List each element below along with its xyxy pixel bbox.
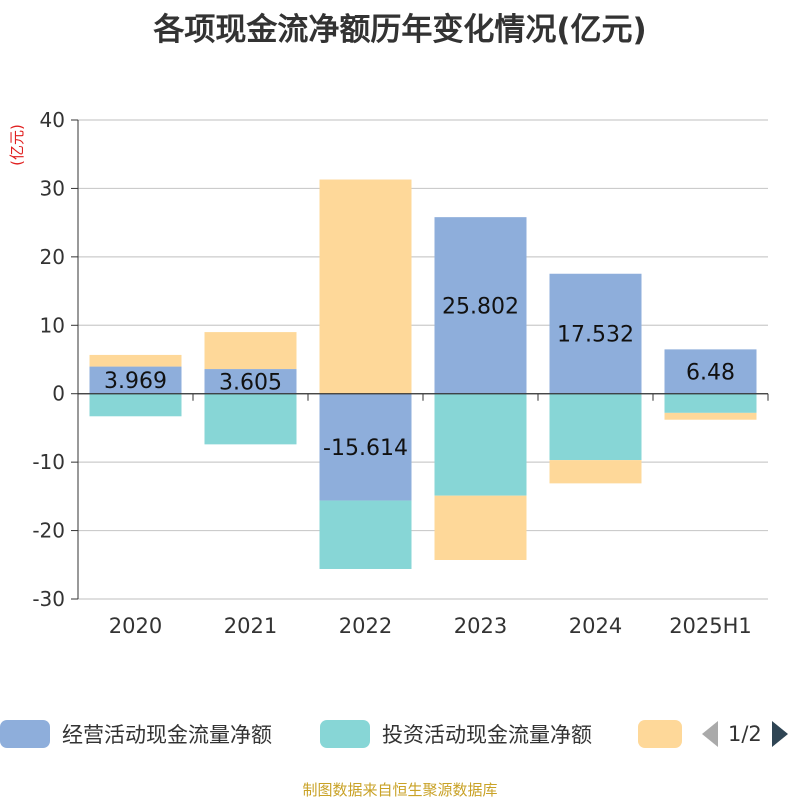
bar-financing-2024[interactable]: [549, 460, 642, 484]
grid-lines: [78, 119, 768, 600]
y-tick-label: 30: [40, 176, 65, 200]
bar-investing-2020[interactable]: [89, 393, 182, 417]
y-tick-label: 40: [40, 108, 65, 132]
chevron-left-icon[interactable]: [700, 719, 720, 749]
x-tick-label: 2024: [569, 614, 622, 638]
data-label-operating: 3.605: [219, 370, 282, 395]
x-tick-label: 2020: [109, 614, 162, 638]
chart-title: 各项现金流净额历年变化情况(亿元): [153, 12, 647, 48]
bar-investing-2025H1[interactable]: [664, 393, 757, 413]
data-label-operating: 3.969: [104, 369, 167, 394]
x-tick-label: 2021: [224, 614, 277, 638]
legend-label-operating: 经营活动现金流量净额: [62, 723, 272, 747]
legend-swatch-investing: [320, 720, 370, 748]
legend-item-financing[interactable]: [638, 718, 682, 750]
y-tick-label: -10: [32, 450, 65, 474]
legend-swatch-operating: [0, 720, 50, 748]
axes: 40 30 20 10 0 -10 -20 -30 2020 2021 2022 2023 2024 20…: [32, 108, 769, 638]
bar-financing-2023[interactable]: [434, 495, 527, 560]
bar-investing-2024[interactable]: [549, 393, 642, 461]
chevron-right-icon[interactable]: [770, 719, 790, 749]
bar-financing-2025H1[interactable]: [664, 412, 757, 420]
bar-operating-2021[interactable]: [204, 369, 297, 394]
bar-operating-2025H1[interactable]: [664, 349, 757, 394]
bar-financing-2020[interactable]: [89, 354, 182, 367]
y-axis-label: (亿元): [8, 124, 26, 166]
bar-investing-2023[interactable]: [434, 393, 527, 496]
y-tick-label: 20: [40, 245, 65, 269]
x-tick-label: 2022: [339, 614, 392, 638]
legend-item-investing[interactable]: 投资活动现金流量净额: [320, 718, 592, 750]
data-source-note: 制图数据来自恒生聚源数据库: [302, 781, 498, 799]
y-tick-label: 10: [40, 313, 65, 337]
legend-page-indicator: 1/2: [728, 722, 762, 746]
bar-operating-2024[interactable]: [549, 273, 642, 394]
bar-financing-2022[interactable]: [319, 179, 412, 394]
bar-investing-2021[interactable]: [204, 393, 297, 445]
data-label-operating: 25.802: [442, 294, 519, 319]
legend-label-investing: 投资活动现金流量净额: [382, 723, 592, 747]
data-labels: 3.969 3.605 -15.614 25.802 17.532 6.48: [104, 294, 735, 461]
bars: [89, 179, 757, 569]
y-tick-label: -30: [32, 587, 65, 611]
y-tick-label: 0: [52, 382, 65, 406]
data-label-operating: 17.532: [557, 323, 634, 348]
bar-financing-2021[interactable]: [204, 332, 297, 370]
y-tick-label: -20: [32, 519, 65, 543]
data-label-operating: -15.614: [323, 436, 408, 461]
legend-item-operating[interactable]: 经营活动现金流量净额: [0, 718, 272, 750]
bar-operating-2022[interactable]: [319, 393, 412, 501]
data-label-operating: 6.48: [686, 361, 735, 386]
x-tick-label: 2023: [454, 614, 507, 638]
legend-pager: 1/2: [700, 718, 790, 750]
bar-operating-2023[interactable]: [434, 217, 527, 394]
legend-swatch-financing: [638, 720, 682, 748]
x-tick-label: 2025H1: [669, 614, 752, 638]
bar-operating-2020[interactable]: [89, 366, 182, 394]
bar-investing-2022[interactable]: [319, 500, 412, 569]
